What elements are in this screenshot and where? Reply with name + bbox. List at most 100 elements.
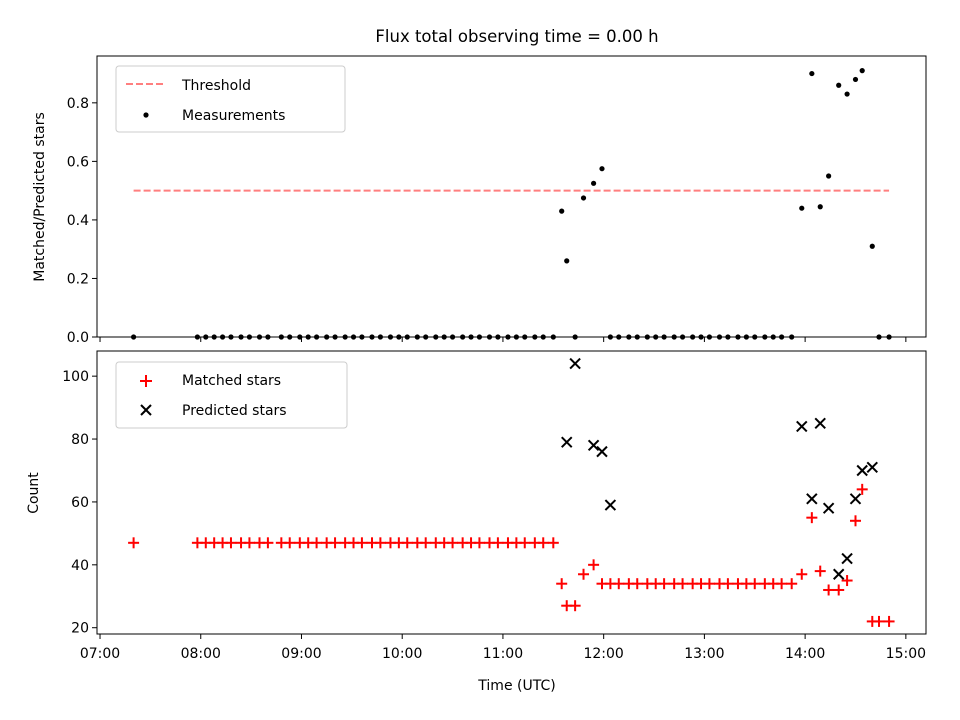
measurement-point [580,195,587,201]
matched-star-point [537,537,549,549]
predicted-star-point [832,568,845,580]
top-y-ticks: 0.0 0.2 0.4 0.6 0.8 [67,96,97,346]
measurement-point [869,243,875,249]
matched-star-point [796,568,808,580]
matched-star-point [776,578,788,590]
bottom-axes-frame [96,350,927,635]
predicted-star-point [841,552,853,565]
matched-star-point [883,615,895,627]
top-y-tick-label: 0.6 [67,154,89,170]
measurement-point [590,180,597,186]
predicted-star-point [822,502,835,514]
matched-star-point [786,578,798,590]
matched-star-point [547,537,559,549]
measurement-point [564,258,570,264]
matched-star-point [814,565,826,577]
bottom-x-tick-label: 07:00 [80,646,120,662]
bottom-x-ticks: 07:00 08:00 09:00 10:00 11:00 12:00 13:00 14:00… [80,634,926,662]
matched-star-point [849,515,861,527]
matched-star-point [873,615,885,627]
measurement-point [859,68,865,74]
top-y-tick-label: 0.2 [67,271,89,287]
matched-star-point [374,537,386,549]
bottom-y-tick-label: 100 [62,369,89,385]
matched-star-point [329,537,341,549]
bottom-y-tick-label: 40 [71,558,89,574]
matched-star-point [420,537,432,549]
matched-star-point [578,568,590,580]
matched-star-point [311,537,323,549]
predicted-star-point [587,439,600,452]
matched-star-point [588,559,600,571]
top-legend-box [115,65,346,133]
matched-star-point [569,600,581,612]
top-legend-measurements-label: Measurements [182,108,285,124]
matched-star-point [823,584,835,596]
measurement-point [852,76,859,83]
matched-star-point [473,537,485,549]
predicted-star-point [561,436,573,448]
bottom-x-tick-label: 08:00 [181,646,221,662]
measurement-point [799,205,805,211]
bottom-x-tick-label: 11:00 [483,646,523,662]
bottom-x-axis-label: Time (UTC) [477,678,555,694]
matched-star-point [401,537,413,549]
predicted-star-point [856,464,868,477]
bottom-legend-predicted-label: Predicted stars [182,403,287,419]
bottom-legend-matched-swatch [140,375,152,387]
matched-star-point [225,537,237,549]
top-axes-frame [96,55,927,338]
bottom-x-tick-label: 14:00 [785,646,825,662]
measurement-point [817,204,823,210]
bottom-x-tick-label: 12:00 [583,646,623,662]
top-legend-threshold-label: Threshold [181,78,251,94]
top-y-tick-label: 0.4 [67,213,89,229]
matched-star-point [749,578,761,590]
bottom-x-tick-label: 09:00 [281,646,321,662]
matched-star-point [519,537,531,549]
bottom-y-axis-label: Count [26,472,42,514]
matched-star-point [703,578,715,590]
matched-star-point [613,578,625,590]
bottom-matched-points [128,483,895,627]
matched-star-point [556,578,568,590]
matched-star-point [492,537,504,549]
bottom-legend-matched-label: Matched stars [182,373,281,389]
predicted-star-point [604,499,617,511]
matched-star-point [833,584,845,596]
top-x-ticks [99,337,907,342]
top-y-axis-label: Matched/Predicted stars [32,112,48,282]
measurement-point [599,166,605,172]
bottom-legend: Matched stars Predicted stars [115,361,348,429]
top-plot-area: 0.00.20.40.60.8 Matched/Predicted stars … [32,55,927,346]
matched-star-point [631,578,643,590]
bottom-y-tick-label: 60 [71,495,89,511]
matched-star-point [356,537,368,549]
matched-star-point [128,537,140,549]
bottom-y-tick-label: 80 [71,432,89,448]
top-legend-measurements-swatch [143,112,149,118]
predicted-star-point [849,493,862,505]
matched-star-point [447,537,459,549]
matched-star-point [243,537,255,549]
top-y-tick-label: 0.8 [67,96,89,112]
matched-star-point [856,483,868,495]
bottom-predicted-points [561,357,878,580]
measurement-point [844,91,850,97]
bottom-y-tick-label: 20 [71,621,89,637]
measurement-point [836,82,842,88]
top-y-tick-label: 0.0 [67,330,89,346]
matched-star-point [806,512,818,524]
measurement-point [826,173,832,179]
bottom-legend-predicted-swatch [140,404,152,416]
top-legend: Threshold Measurements [115,65,346,133]
bottom-x-tick-label: 10:00 [382,646,422,662]
bottom-plot-area: 20 40 60 80 100 07:00 08:00 09:00 10:00 11:00 12:… [26,350,927,694]
predicted-star-point [569,357,581,370]
matched-star-point [722,578,734,590]
bottom-y-ticks: 20 40 60 80 100 [62,369,97,637]
matched-star-point [841,575,853,587]
bottom-x-tick-label: 13:00 [684,646,724,662]
predicted-star-point [806,493,818,505]
